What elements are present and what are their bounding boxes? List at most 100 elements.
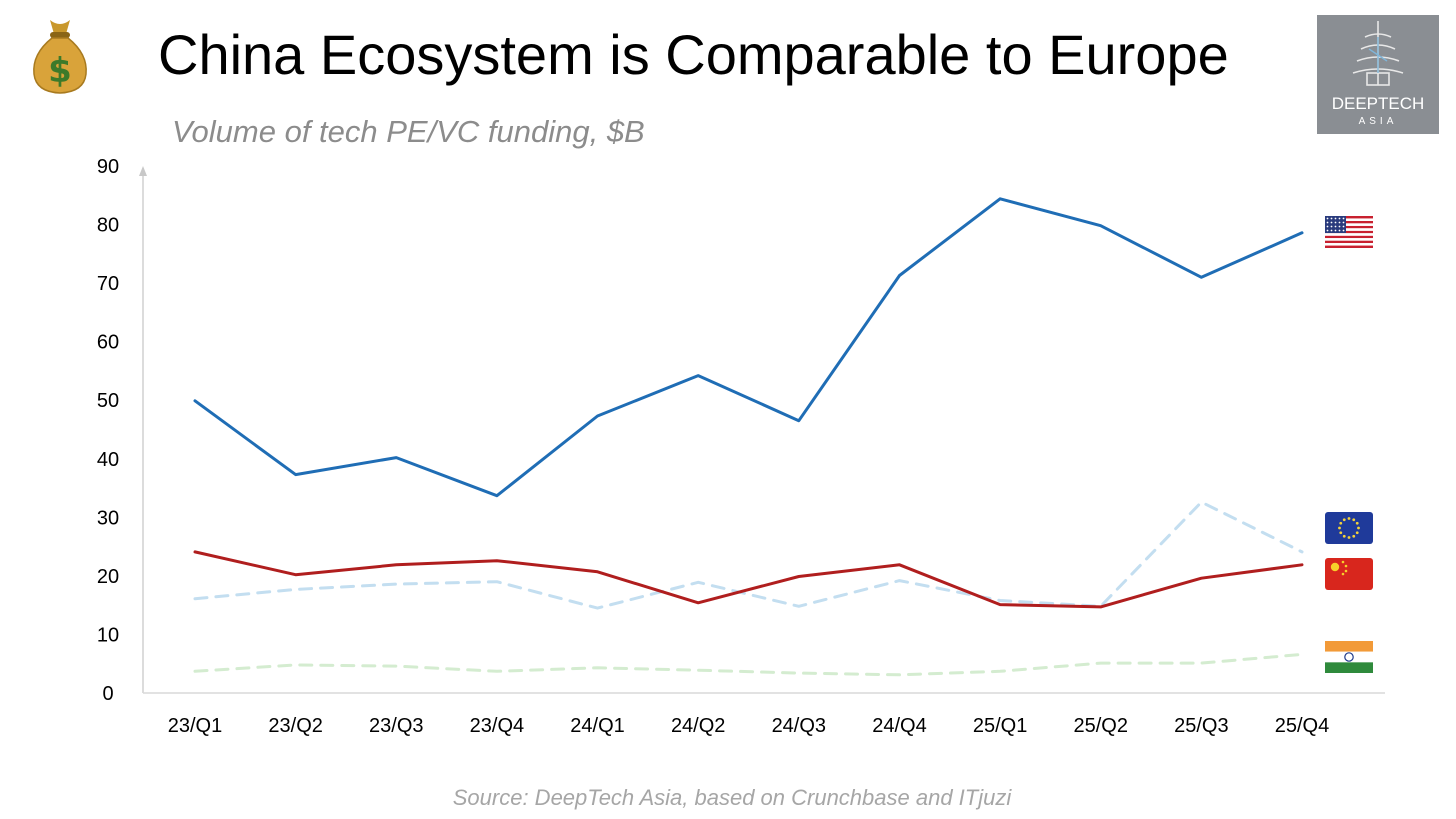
y-tick-label: 40 [97,449,119,471]
svg-text:$: $ [48,51,72,91]
y-tick-label: 70 [97,273,119,295]
x-tick-label: 23/Q2 [268,715,322,737]
flag-star [1344,564,1348,568]
flag-chakra [1344,652,1354,662]
flag-star [1338,526,1341,530]
flag-star [1339,531,1343,535]
money-bag-icon: $ [33,20,87,94]
flag-star [1330,225,1333,228]
y-tick-label: 90 [97,156,119,178]
china-flag-icon [1325,558,1373,590]
chart-axes [139,166,1385,694]
flag-star [1334,217,1337,220]
x-tick-label: 25/Q4 [1275,715,1329,737]
flag-star [1330,217,1333,220]
y-tick-label: 30 [97,507,119,529]
flag-stripe [1325,233,1373,236]
y-tick-label: 50 [97,390,119,412]
flag-star [1326,217,1329,220]
x-tick-label: 24/Q2 [671,715,725,737]
chart-subtitle: Volume of tech PE/VC funding, $B [172,114,645,149]
flag-stripe [1325,245,1373,248]
flag-star [1338,225,1341,228]
flag-star [1338,229,1341,232]
x-tick-label: 24/Q1 [570,715,624,737]
flag-stripe [1325,218,1373,221]
flag-stripe [1325,223,1373,226]
flag-stripe [1325,238,1373,241]
x-tick-label: 23/Q4 [470,715,524,737]
china-series-line [193,550,1304,609]
flag-star [1347,517,1351,520]
flag-star [1342,225,1345,228]
us-flag-icon [1325,216,1373,248]
flag-star [1330,562,1340,572]
source-note: Source: DeepTech Asia, based on Crunchba… [452,785,1012,810]
flag-stripe [1325,220,1373,224]
flag-canton [1325,216,1346,233]
y-tick-label: 0 [102,683,113,705]
y-axis-ticks: 0 10 20 30 40 50 60 70 80 90 [97,156,119,705]
flag-star [1338,221,1341,224]
flag-star [1347,536,1351,539]
flag-star [1342,221,1345,224]
flag-star [1344,569,1348,573]
eu-flag-icon [1325,512,1373,544]
flag-field [1325,558,1373,590]
flag-star [1334,221,1337,224]
flag-stripe [1325,641,1373,652]
flag-star [1334,229,1337,232]
series-lines [193,197,1304,677]
y-tick-label: 60 [97,332,119,354]
x-tick-label: 25/Q3 [1174,715,1228,737]
flag-star [1342,229,1345,232]
flag-stripe [1325,225,1373,229]
flag-star [1355,531,1359,535]
series-flags [1325,216,1373,673]
flag-stripe [1325,651,1373,663]
flag-stripe [1325,228,1373,231]
flag-star [1338,217,1341,220]
flag-star [1339,521,1343,525]
flag-star [1342,518,1346,522]
flag-star [1355,521,1359,525]
y-axis-arrow [139,166,147,176]
y-tick-label: 10 [97,624,119,646]
flag-star [1342,534,1346,538]
flag-star [1330,229,1333,232]
flag-star [1326,225,1329,228]
india-series-line [193,652,1304,677]
eu-series-line [193,500,1304,610]
flag-star [1330,221,1333,224]
flag-star [1326,221,1329,224]
page-title: China Ecosystem is Comparable to Europe [158,23,1229,86]
flag-star [1352,534,1356,538]
y-tick-label: 80 [97,215,119,237]
flag-stripe [1325,230,1373,234]
flag-star [1341,572,1345,576]
x-axis-ticks: 23/Q1 23/Q2 23/Q3 23/Q4 24/Q1 24/Q2 24/Q3 24/Q4… [168,715,1329,737]
india-flag-icon [1325,641,1373,673]
y-tick-label: 20 [97,566,119,588]
flag-star [1352,518,1356,522]
flag-star [1357,526,1360,530]
pagoda-icon [1352,21,1404,86]
flag-stripe [1325,662,1373,673]
flag-star [1326,229,1329,232]
us-series-line [193,197,1304,498]
logo-name: DEEPTECH [1331,94,1425,113]
flag-stripe [1325,243,1373,246]
flag-star [1341,560,1345,564]
x-tick-label: 23/Q3 [369,715,423,737]
x-tick-label: 25/Q2 [1073,715,1127,737]
deeptech-logo: DEEPTECH ASIA [1317,15,1439,134]
flag-field [1325,512,1373,544]
x-tick-label: 23/Q1 [168,715,222,737]
flag-stripe [1325,240,1373,244]
flag-stripe [1325,235,1373,239]
flag-star [1342,217,1345,220]
flag-star [1334,225,1337,228]
x-tick-label: 25/Q1 [973,715,1027,737]
x-tick-label: 24/Q4 [872,715,926,737]
